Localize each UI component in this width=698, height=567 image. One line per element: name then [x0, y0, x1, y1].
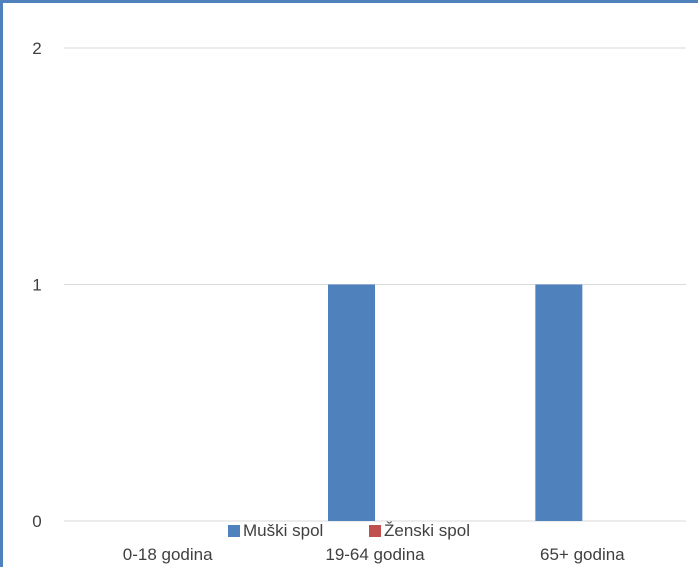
y-tick-label-2: 2: [32, 39, 41, 58]
legend-female-swatch: [369, 525, 381, 537]
x-tick-label-1: 19-64 godina: [325, 545, 425, 564]
y-tick-label-1: 1: [32, 276, 41, 295]
x-tick-label-2: 65+ godina: [540, 545, 625, 564]
chart-left-border: [0, 0, 3, 567]
legend-male-label: Muški spol: [243, 521, 323, 540]
legend-male-swatch: [228, 525, 240, 537]
legend-female-label: Ženski spol: [384, 521, 470, 540]
y-tick-label-0: 0: [32, 512, 41, 531]
x-tick-label-0: 0-18 godina: [123, 545, 213, 564]
bar-male-1: [328, 284, 375, 521]
bar-male-2: [535, 284, 583, 521]
chart-top-border: [0, 0, 698, 3]
